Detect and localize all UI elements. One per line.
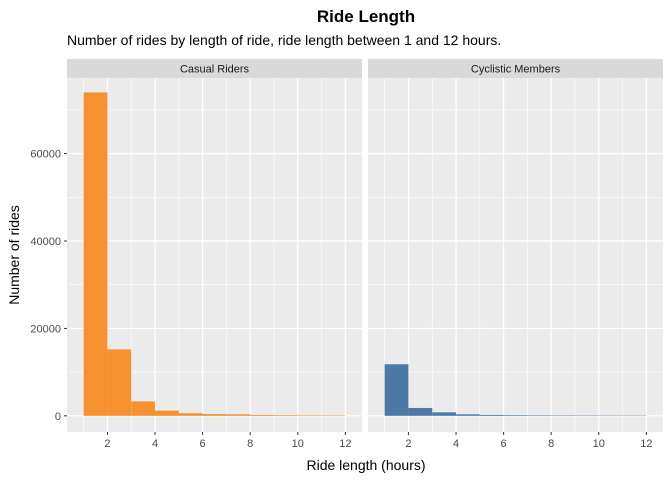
x-tick-label: 4 (453, 438, 459, 450)
panel-background-cyclistic-members (368, 78, 663, 432)
strip-label-cyclistic-members: Cyclistic Members (471, 64, 561, 76)
histogram-bar (83, 92, 108, 416)
chart-subtitle: Number of rides by length of ride, ride … (67, 32, 501, 48)
histogram-bar (273, 415, 298, 416)
histogram-bar (107, 349, 132, 416)
histogram-bar (178, 413, 203, 416)
y-tick-label: 60000 (30, 149, 61, 161)
x-tick-label: 4 (152, 438, 158, 450)
histogram-bar (479, 414, 504, 416)
x-tick-label: 10 (593, 438, 605, 450)
bars-cyclistic-members (384, 364, 647, 416)
histogram-bar (250, 414, 274, 416)
x-tick-label: 12 (339, 438, 351, 450)
histogram-bar (527, 415, 552, 416)
histogram-bar (384, 364, 409, 416)
y-axis-title: Number of rides (6, 205, 22, 305)
x-axis: 2 4 6 8 10 12 2 4 6 8 10 12 (104, 432, 652, 450)
histogram-bar (408, 407, 433, 416)
bars-casual-riders (83, 92, 346, 416)
x-tick-label: 8 (247, 438, 253, 450)
histogram-bar (432, 412, 457, 416)
histogram-bar (503, 415, 528, 416)
strip-cyclistic-members (368, 59, 663, 78)
panel-cyclistic-members: Cyclistic Members (368, 59, 663, 432)
chart-title: Ride Length (317, 7, 415, 26)
histogram-bar (131, 401, 156, 416)
x-tick-label: 6 (200, 438, 206, 450)
x-tick-label: 2 (405, 438, 411, 450)
histogram-bar (155, 410, 179, 416)
x-tick-label: 8 (548, 438, 554, 450)
y-tick-label: 0 (55, 411, 61, 423)
histogram-bar (297, 415, 322, 416)
x-axis-title: Ride length (hours) (306, 457, 425, 473)
histogram-bar (456, 414, 480, 416)
y-tick-label: 20000 (30, 323, 61, 335)
x-tick-label: 6 (501, 438, 507, 450)
y-tick-label: 40000 (30, 236, 61, 248)
strip-casual-riders (67, 59, 362, 78)
histogram-bar (226, 414, 251, 416)
strip-label-casual-riders: Casual Riders (180, 64, 250, 76)
x-tick-label: 12 (640, 438, 652, 450)
y-axis: 0 20000 40000 60000 (30, 149, 67, 423)
x-tick-label: 10 (292, 438, 304, 450)
panel-casual-riders: Casual Riders (67, 59, 362, 432)
x-tick-label: 2 (104, 438, 110, 450)
histogram-bar (202, 414, 227, 416)
gridlines-casual-riders (67, 78, 362, 432)
